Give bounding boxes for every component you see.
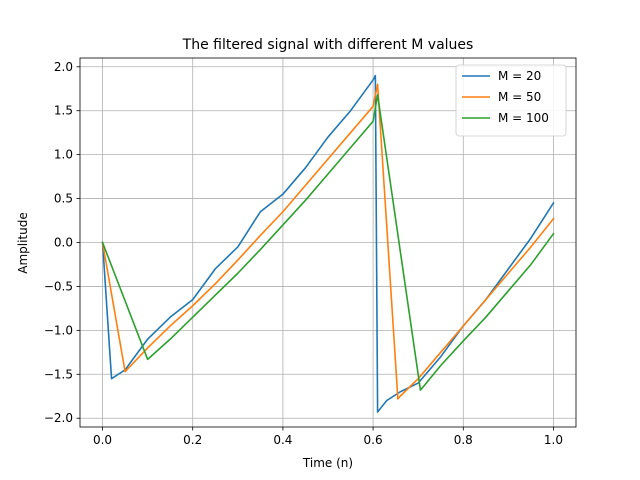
y-tick-label: −1.0 — [44, 323, 73, 337]
series-line-3 — [101, 94, 555, 391]
x-tick-label: 1.0 — [544, 433, 563, 447]
x-tick-label: 0.0 — [93, 433, 112, 447]
series-layer — [101, 74, 555, 413]
y-tick-label: 0.0 — [54, 236, 73, 250]
y-tick-label: −2.0 — [44, 411, 73, 425]
grid — [80, 58, 576, 427]
legend-label-1: M = 20 — [498, 69, 541, 83]
y-axis-label: Amplitude — [16, 212, 30, 274]
x-tick-label: 0.6 — [364, 433, 383, 447]
y-tick-label: 1.0 — [54, 148, 73, 162]
y-tick-label: −1.5 — [44, 367, 73, 381]
series-line-2 — [101, 83, 555, 400]
y-tick-label: 0.5 — [54, 192, 73, 206]
y-tick-label: 2.0 — [54, 60, 73, 74]
chart-title: The filtered signal with different M val… — [182, 37, 474, 53]
x-tick-label: 0.2 — [183, 433, 202, 447]
x-tick-label: 0.8 — [454, 433, 473, 447]
y-tick-label: −0.5 — [44, 279, 73, 293]
legend: M = 20 M = 50 M = 100 — [455, 64, 567, 137]
legend-label-3: M = 100 — [498, 111, 549, 125]
x-tick-label: 0.4 — [273, 433, 292, 447]
legend-label-2: M = 50 — [498, 90, 541, 104]
y-tick-label: 1.5 — [54, 104, 73, 118]
ticks: 0.0 0.2 0.4 0.6 0.8 1.0 −2.0 −1.5 −1.0 −0.5 0.0 0.5… — [44, 60, 563, 447]
x-axis-label: Time (n) — [302, 456, 353, 470]
